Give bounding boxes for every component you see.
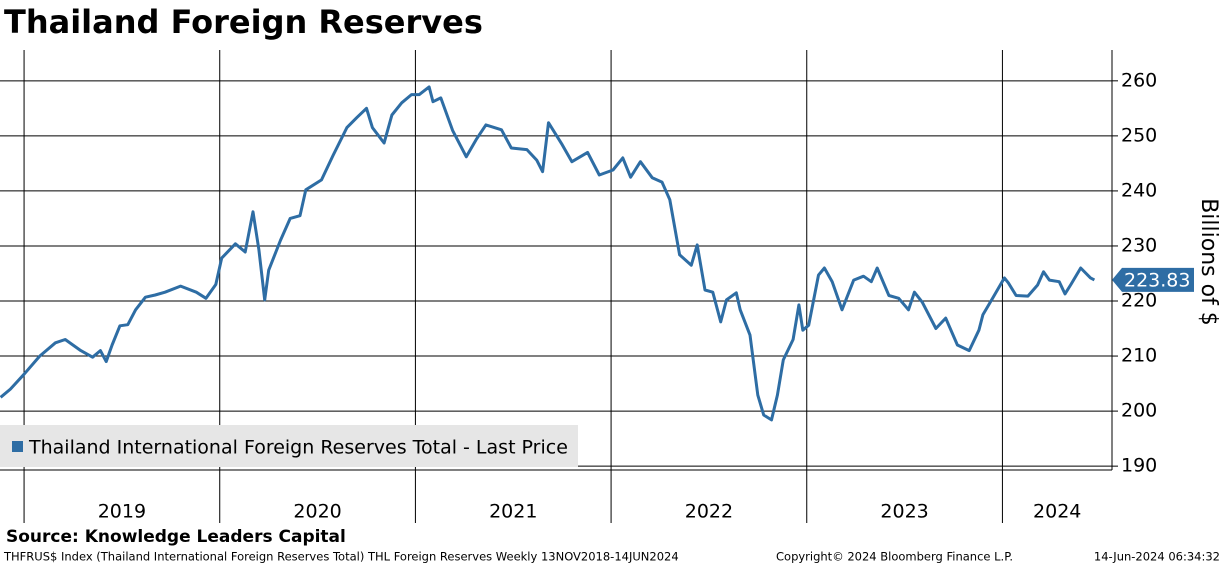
legend-swatch	[12, 441, 23, 452]
y-axis-label: Billions of $	[1196, 198, 1221, 326]
legend-label: Thailand International Foreign Reserves …	[28, 437, 568, 459]
y-tick-label: 260	[1121, 69, 1157, 91]
y-tick-label: 220	[1121, 290, 1157, 312]
x-tick-label: 2023	[880, 501, 928, 523]
y-tick-label: 210	[1121, 345, 1157, 367]
x-tick-label: 2021	[489, 501, 537, 523]
y-tick-label: 190	[1121, 455, 1157, 477]
x-tick-label: 2020	[293, 501, 341, 523]
legend-box	[0, 425, 578, 467]
x-tick-label: 2024	[1033, 501, 1081, 523]
footer: 14-Jun-2024 06:34:32	[1094, 550, 1220, 564]
footer: THFRUS$ Index (Thailand International Fo…	[3, 550, 679, 564]
y-tick-label: 230	[1121, 234, 1157, 256]
y-tick-label: 200	[1121, 400, 1157, 422]
last-value-tag	[1112, 267, 1194, 292]
footer: Copyright© 2024 Bloomberg Finance L.P.	[776, 550, 1013, 564]
series-line	[0, 85, 1096, 422]
source: Source: Knowledge Leaders Capital	[6, 527, 346, 547]
x-tick-label: 2019	[98, 501, 146, 523]
last-value-label: 223.83	[1124, 269, 1190, 291]
y-tick-label: 250	[1121, 124, 1157, 146]
chart-title: Thailand Foreign Reserves	[4, 3, 483, 41]
x-tick-label: 2022	[685, 501, 733, 523]
y-tick-label: 240	[1121, 179, 1157, 201]
